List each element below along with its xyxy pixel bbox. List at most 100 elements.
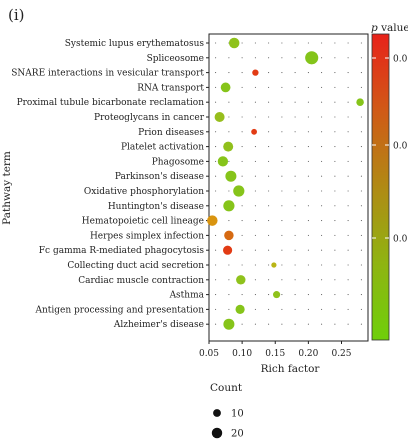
grid-dot (360, 205, 362, 207)
grid-dot (254, 160, 256, 162)
grid-dot (360, 249, 362, 251)
grid-dot (281, 101, 283, 103)
grid-dot (281, 86, 283, 88)
data-point-platelet-activation (223, 141, 234, 152)
grid-dot (281, 205, 283, 207)
grid-dot (321, 72, 323, 74)
grid-dot (347, 116, 349, 118)
x-tick-label: 0.15 (265, 349, 285, 359)
grid-dot (294, 294, 296, 296)
grid-dot (281, 57, 283, 59)
grid-dot (347, 205, 349, 207)
grid-dot (254, 264, 256, 266)
grid-dot (281, 146, 283, 148)
grid-dot (281, 160, 283, 162)
size-legend-dot-20 (211, 427, 223, 439)
grid-dot (281, 249, 283, 251)
grid-dot (334, 116, 336, 118)
colorbar-tick-label: 0.0 (393, 142, 408, 152)
grid-dot (307, 308, 309, 310)
data-points (207, 37, 364, 330)
grid-dot (294, 205, 296, 207)
grid-dot (360, 279, 362, 281)
grid-dot (334, 205, 336, 207)
grid-dot (321, 205, 323, 207)
grid-dot (281, 131, 283, 133)
grid-dot (268, 131, 270, 133)
grid-dot (254, 146, 256, 148)
grid-dot (254, 220, 256, 222)
grid-dot (307, 234, 309, 236)
colorbar-tick-label: 0.0 (393, 235, 408, 245)
data-point-asthma (273, 291, 281, 299)
data-point-prion-diseases (251, 128, 257, 135)
grid-dot (268, 308, 270, 310)
grid-dot (281, 308, 283, 310)
grid-dot (360, 131, 362, 133)
y-axis-tick-labels: Systemic lupus erythematosus Spliceosome S… (11, 39, 204, 330)
grid-dot (360, 116, 362, 118)
grid-dot (307, 86, 309, 88)
grid-dot (294, 190, 296, 192)
grid-dot (307, 42, 309, 44)
grid-dot (268, 72, 270, 74)
grid-dot (307, 294, 309, 296)
grid-dot (215, 249, 217, 251)
grid-dot (321, 86, 323, 88)
y-tick-label-asthma: Asthma (169, 291, 205, 301)
grid-dot (215, 146, 217, 148)
grid-dot (347, 72, 349, 74)
grid-dot (347, 131, 349, 133)
size-legend-label-20: 20 (231, 429, 244, 440)
data-point-cardiac-muscle-contraction (236, 275, 246, 285)
grid-dot (241, 146, 243, 148)
grid-dot (347, 101, 349, 103)
grid-dot (360, 86, 362, 88)
grid-dot (281, 264, 283, 266)
grid-dot (321, 101, 323, 103)
grid-dot (360, 42, 362, 44)
grid-dot (241, 116, 243, 118)
grid-dot (228, 131, 230, 133)
grid-dot (294, 175, 296, 177)
grid-dot (241, 86, 243, 88)
y-tick-label-antigen-processing-and-presentation: Antigen processing and presentation (34, 305, 204, 315)
grid-dot (307, 249, 309, 251)
grid-dot (254, 190, 256, 192)
grid-dot (294, 234, 296, 236)
grid-dot (268, 190, 270, 192)
grid-dot (334, 160, 336, 162)
data-point-antigen-processing-and-presentation (235, 304, 245, 314)
grid-dot (254, 42, 256, 44)
data-point-oxidative-phosphorylation (233, 185, 245, 197)
y-axis-title: Pathway term (1, 151, 13, 225)
grid-dot (254, 279, 256, 281)
grid-dot (294, 264, 296, 266)
grid-dot (281, 220, 283, 222)
grid-dot (307, 279, 309, 281)
colorbar-title-rest: value (378, 22, 408, 34)
size-legend-title: Count (210, 382, 243, 394)
colorbar-ticks: 0.0 0.0 0.0 (372, 55, 408, 245)
grid-dot (294, 146, 296, 148)
x-axis: 0.05 0.10 0.15 0.20 0.25 (199, 341, 352, 359)
grid-dot (294, 42, 296, 44)
grid-dot (254, 101, 256, 103)
y-tick-label-herpes-simplex-infection: Herpes simplex infection (90, 231, 204, 241)
grid-dot (307, 101, 309, 103)
y-tick-label-systemic-lupus-erythematosus: Systemic lupus erythematosus (65, 39, 205, 49)
y-tick-label-fc-gamma-r-mediated-phagocytosis: Fc gamma R-mediated phagocytosis (39, 246, 205, 256)
grid-dot (241, 57, 243, 59)
grid-dot (321, 323, 323, 325)
grid-dot (241, 323, 243, 325)
y-tick-label-proteoglycans-in-cancer: Proteoglycans in cancer (94, 113, 205, 123)
grid-dot (215, 190, 217, 192)
grid-dot (268, 42, 270, 44)
grid-dot (307, 220, 309, 222)
grid-dot (268, 116, 270, 118)
grid-dot (347, 308, 349, 310)
grid-dot (294, 86, 296, 88)
grid-dot (228, 116, 230, 118)
y-tick-label-spliceosome: Spliceosome (147, 54, 204, 64)
